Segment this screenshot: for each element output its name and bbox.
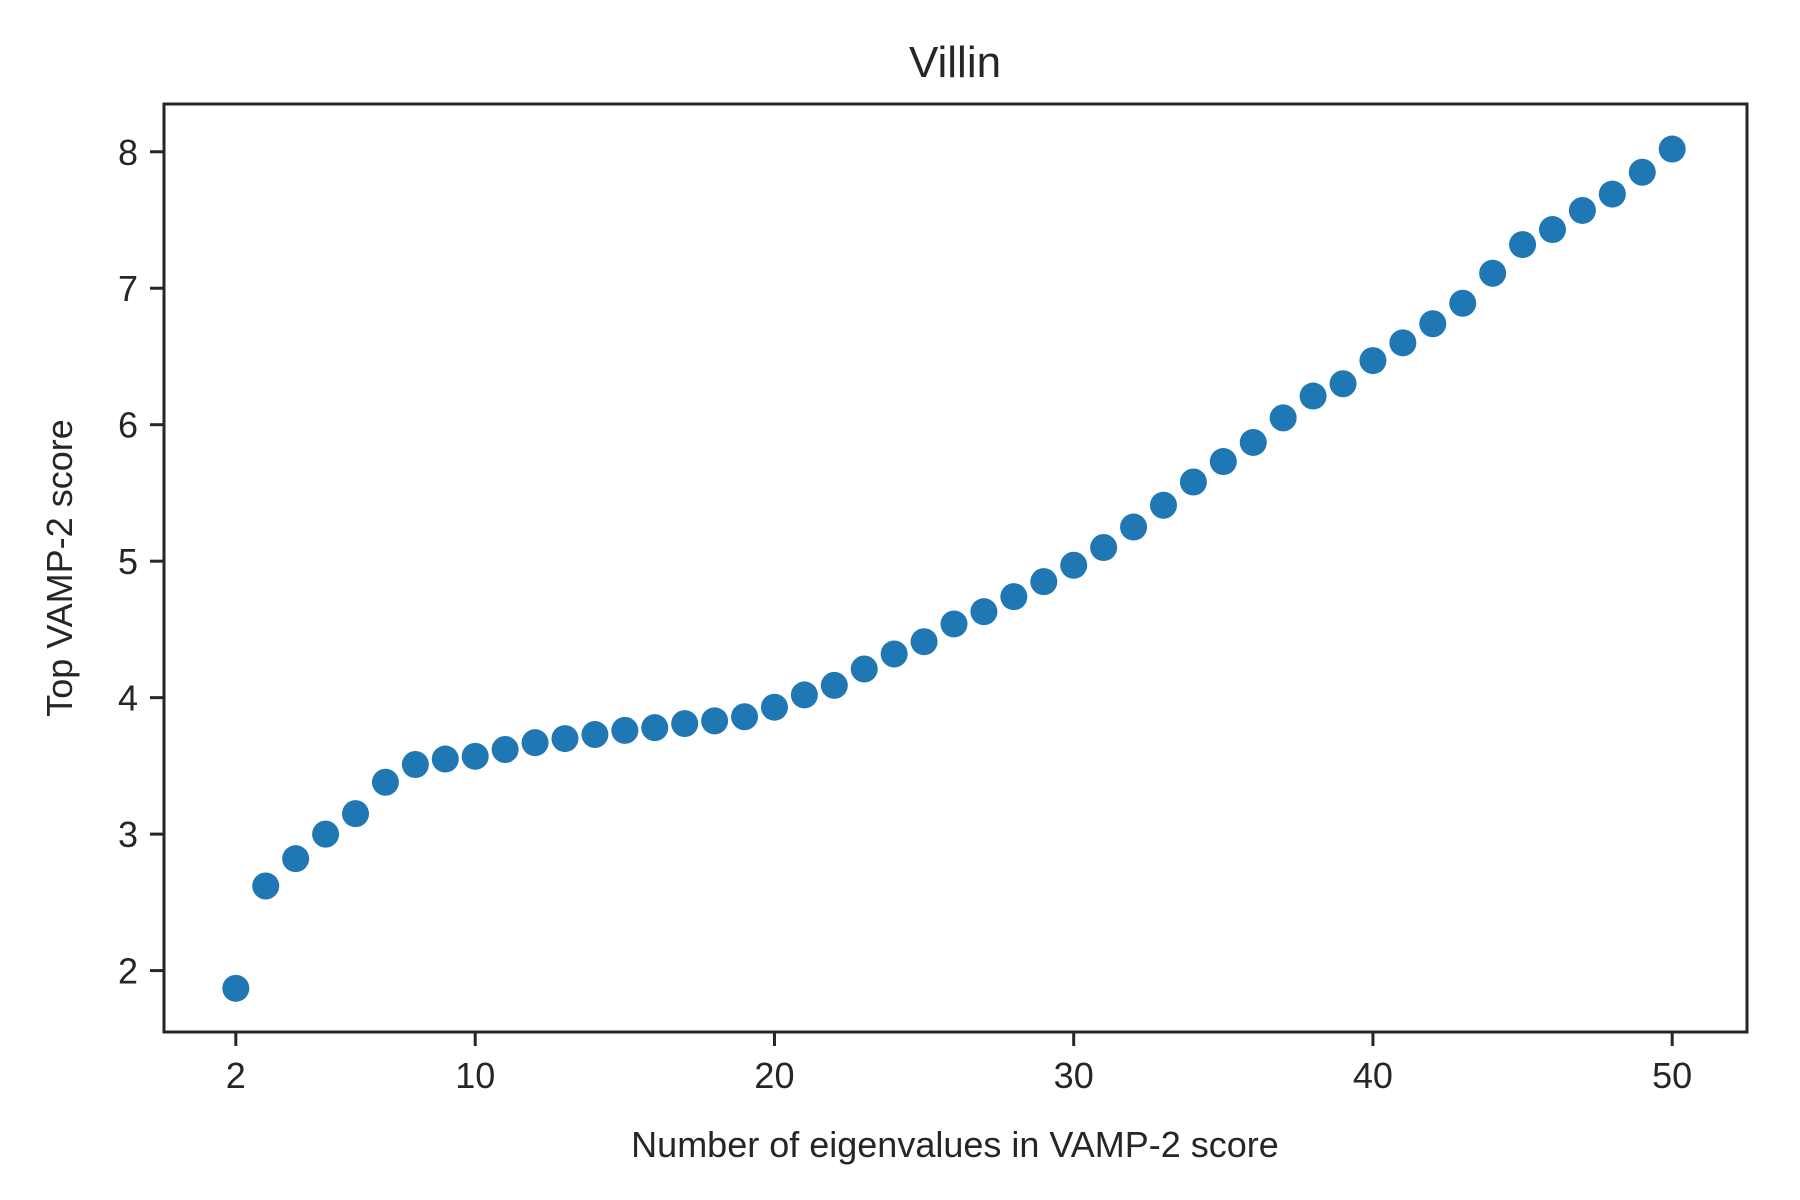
data-point	[850, 655, 878, 683]
data-point	[1568, 196, 1596, 224]
data-point	[431, 745, 459, 773]
chart-title: Villin	[909, 38, 1001, 87]
data-point	[1299, 382, 1327, 410]
data-point	[1060, 551, 1088, 579]
y-tick-label: 3	[118, 814, 138, 855]
data-point	[371, 768, 399, 796]
x-tick-label: 40	[1353, 1055, 1393, 1096]
data-point	[1209, 448, 1237, 476]
data-point	[820, 671, 848, 699]
data-point	[1419, 310, 1447, 338]
data-point	[970, 598, 998, 626]
data-point	[731, 703, 759, 731]
y-tick-label: 7	[118, 268, 138, 309]
data-point	[312, 820, 340, 848]
data-point	[581, 720, 609, 748]
data-point	[461, 742, 489, 770]
data-point	[1359, 347, 1387, 375]
data-point	[1509, 231, 1537, 259]
data-points	[222, 135, 1686, 1002]
data-point	[1269, 404, 1297, 432]
y-tick-label: 8	[118, 132, 138, 173]
data-point	[1030, 568, 1058, 596]
data-point	[1000, 583, 1028, 611]
data-point	[790, 681, 818, 709]
x-tick-label: 10	[455, 1055, 495, 1096]
y-tick-label: 5	[118, 541, 138, 582]
data-point	[940, 610, 968, 638]
plot-frame	[162, 102, 1749, 1034]
data-point	[611, 716, 639, 744]
data-point	[1389, 329, 1417, 357]
data-point	[1628, 158, 1656, 186]
data-point	[641, 714, 669, 742]
data-point	[1090, 534, 1118, 562]
data-point	[1658, 135, 1686, 163]
x-tick-label: 50	[1652, 1055, 1692, 1096]
data-point	[252, 872, 280, 900]
x-tick-label: 2	[226, 1055, 246, 1096]
y-tick-label: 2	[118, 951, 138, 992]
axis-ticks: 2 10 20 30 40 50 2 3 4 5 6 7 8	[118, 132, 1692, 1096]
data-point	[1598, 180, 1626, 208]
data-point	[1149, 491, 1177, 519]
x-tick-label: 30	[1054, 1055, 1094, 1096]
data-point	[1239, 428, 1267, 456]
data-point	[671, 710, 699, 738]
data-point	[521, 729, 549, 757]
y-tick-label: 6	[118, 405, 138, 446]
data-point	[880, 640, 908, 668]
data-point	[491, 736, 519, 764]
data-point	[222, 974, 250, 1002]
data-point	[1538, 216, 1566, 244]
data-point	[1479, 259, 1507, 287]
y-tick-label: 4	[118, 678, 138, 719]
data-point	[551, 725, 579, 753]
data-point	[760, 693, 788, 721]
data-point	[1449, 289, 1477, 317]
x-axis-label: Number of eigenvalues in VAMP-2 score	[631, 1124, 1279, 1165]
data-point	[401, 751, 429, 779]
data-point	[1120, 513, 1148, 541]
data-point	[282, 845, 310, 873]
data-point	[701, 707, 729, 735]
data-point	[910, 628, 938, 656]
y-axis-label: Top VAMP-2 score	[39, 419, 80, 716]
data-point	[342, 800, 370, 828]
data-point	[1179, 468, 1207, 496]
data-point	[1329, 370, 1357, 398]
x-tick-label: 20	[754, 1055, 794, 1096]
